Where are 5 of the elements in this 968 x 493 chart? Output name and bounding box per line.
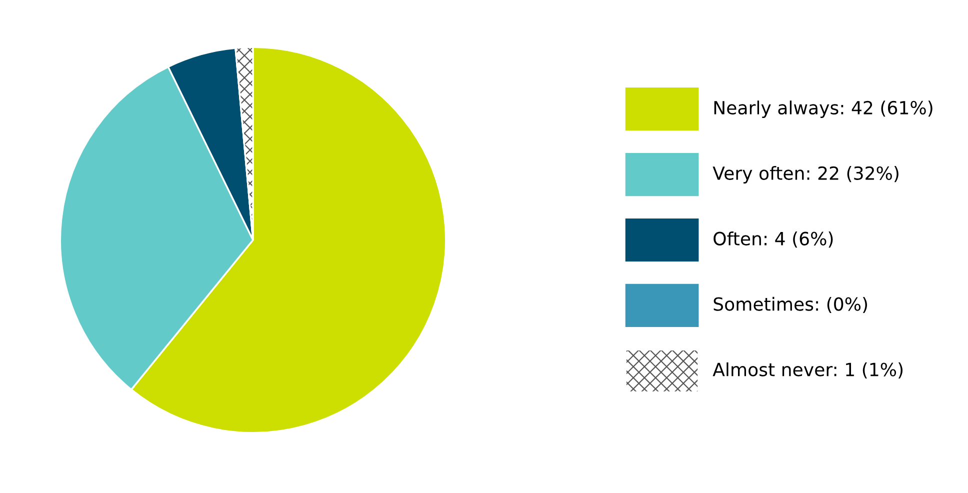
legend-label: Very often: 22 (32%) — [712, 166, 898, 184]
legend-label: Nearly always: 42 (61%) — [714, 100, 932, 118]
legend-label: Sometimes: (0%) — [714, 296, 868, 314]
legend-label: Almost never: 1 (1%) — [712, 362, 903, 378]
legend-label: Often: 4 (6%) — [714, 231, 833, 248]
